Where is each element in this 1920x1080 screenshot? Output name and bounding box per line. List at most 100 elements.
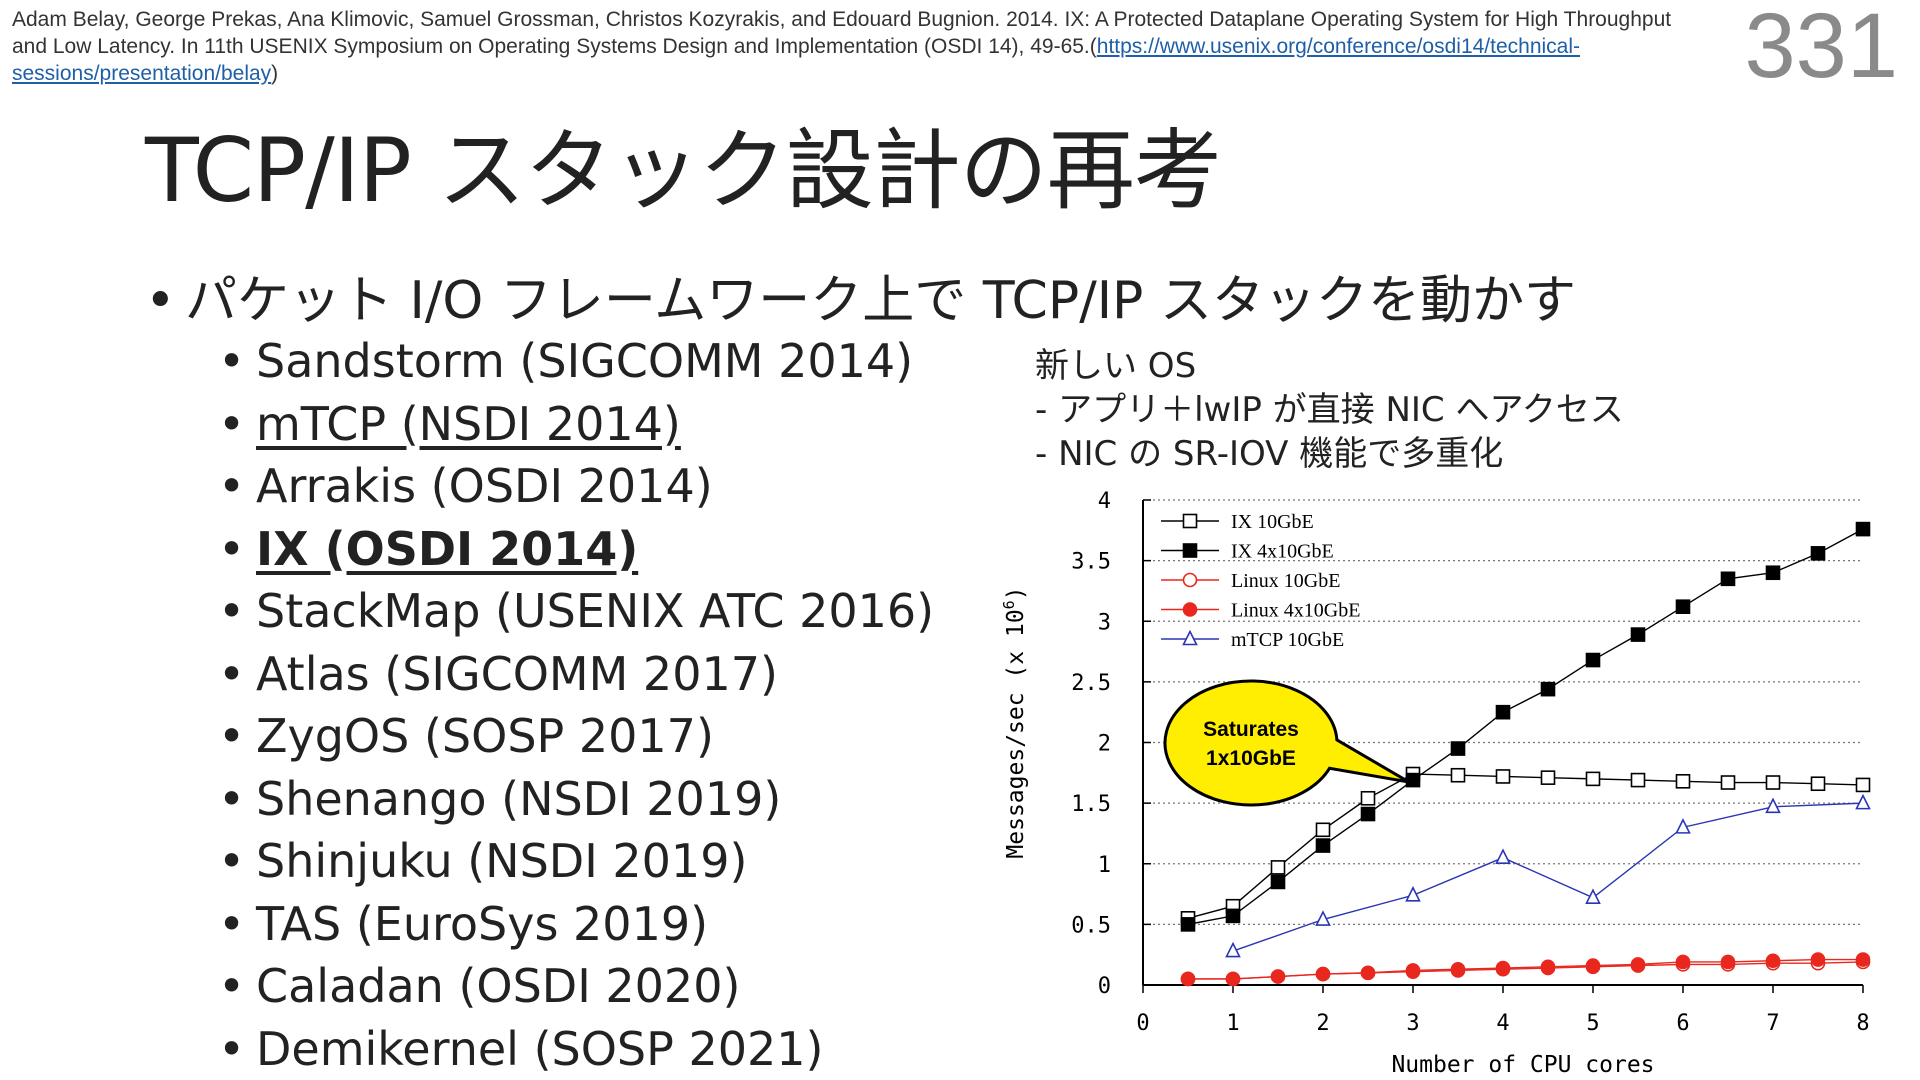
list-item: • Caladan (OSDI 2020) bbox=[218, 955, 934, 1018]
data-point-mtcp-10gbe bbox=[1405, 885, 1421, 902]
data-point-ix-10gbe bbox=[1495, 769, 1511, 784]
data-point-ix-4x10gbe bbox=[1180, 917, 1196, 932]
list-item-label: Arrakis (OSDI 2014) bbox=[256, 459, 713, 513]
reference-link[interactable]: https://www.usenix.org/conference/osdi14… bbox=[12, 35, 1581, 85]
reference-citation: Adam Belay, George Prekas, Ana Klimovic,… bbox=[12, 6, 1692, 87]
list-item: • Sandstorm (SIGCOMM 2014) bbox=[218, 330, 934, 393]
data-point-linux-4x10gbe bbox=[1855, 952, 1871, 967]
bullet-dot: • bbox=[218, 334, 246, 388]
list-item: • Shinjuku (NSDI 2019) bbox=[218, 830, 934, 893]
list-item: • Atlas (SIGCOMM 2017) bbox=[218, 643, 934, 706]
data-point-ix-10gbe bbox=[1450, 767, 1466, 783]
y-tick-label: 0.5 bbox=[1071, 913, 1111, 938]
data-point-ix-4x10gbe bbox=[1810, 546, 1826, 561]
y-tick-label: 3.5 bbox=[1071, 550, 1111, 575]
y-tick-label: 2 bbox=[1098, 732, 1111, 757]
list-item: • StackMap (USENIX ATC 2016) bbox=[218, 580, 934, 643]
data-point-mtcp-10gbe bbox=[1315, 910, 1331, 926]
new-os-note: 新しい OS - アプリ＋lwIP が直接 NIC へアクセス - NIC の … bbox=[1035, 344, 1624, 476]
list-item: • Shenango (NSDI 2019) bbox=[218, 768, 934, 831]
list-item-label: ZygOS (SOSP 2017) bbox=[256, 709, 714, 763]
slide-number: 331 bbox=[1744, 0, 1899, 97]
data-point-ix-4x10gbe bbox=[1540, 681, 1556, 697]
data-point-ix-10gbe bbox=[1855, 777, 1871, 793]
y-tick-label: 0 bbox=[1098, 974, 1111, 999]
list-item-label: Demikernel (SOSP 2021) bbox=[256, 1021, 824, 1076]
series-line-ix-10gbe bbox=[1187, 773, 1864, 919]
data-point-ix-10gbe bbox=[1765, 775, 1781, 790]
list-item-label: Atlas (SIGCOMM 2017) bbox=[256, 646, 778, 701]
y-tick-label: 3 bbox=[1098, 610, 1111, 635]
series-line-linux-4x10gbe bbox=[1188, 958, 1863, 980]
callout-bubble bbox=[1163, 679, 1410, 807]
data-point-linux-4x10gbe bbox=[1495, 960, 1511, 976]
legend-label: Linux 4x10GbE bbox=[1231, 600, 1360, 622]
bullet-dot: • bbox=[145, 271, 176, 331]
data-point-linux-4x10gbe bbox=[1810, 952, 1826, 967]
list-item: • IX (OSDI 2014) bbox=[218, 518, 934, 581]
x-axis-label: Number of CPU cores bbox=[1391, 1052, 1654, 1078]
legend-label: mTCP 10GbE bbox=[1231, 629, 1344, 651]
data-point-ix-4x10gbe bbox=[1225, 908, 1241, 924]
list-item: • Arrakis (OSDI 2014) bbox=[218, 455, 934, 518]
chart-legend: IX 10GbE IX 4x10GbE Linux 10GbE Linux 4x10G… bbox=[1161, 511, 1360, 651]
list-item-label: IX (OSDI 2014) bbox=[256, 521, 639, 576]
x-tick-label: 2 bbox=[1316, 1011, 1329, 1036]
legend-marker bbox=[1182, 572, 1198, 588]
data-point-linux-4x10gbe bbox=[1720, 954, 1736, 970]
bullet-dot: • bbox=[218, 959, 246, 1013]
note-line: 新しい OS bbox=[1035, 346, 1197, 386]
bullet-dot: • bbox=[218, 709, 246, 763]
list-item-label: Sandstorm (SIGCOMM 2014) bbox=[256, 334, 914, 388]
data-point-ix-10gbe bbox=[1720, 775, 1736, 790]
main-bullet: • パケット I/O フレームワーク上で TCP/IP スタックを動かす bbox=[145, 258, 1576, 333]
data-point-ix-4x10gbe bbox=[1270, 874, 1286, 890]
note-line: - NIC の SR-IOV 機能で多重化 bbox=[1035, 434, 1504, 474]
data-point-mtcp-10gbe bbox=[1495, 848, 1511, 864]
bullet-dot: • bbox=[218, 1021, 246, 1076]
legend-entry-linux-4x10gbe: Linux 4x10GbE bbox=[1161, 600, 1360, 622]
data-point-linux-4x10gbe bbox=[1540, 959, 1556, 975]
reference-close: ) bbox=[271, 62, 279, 85]
callout-text-line2: 1x10GbE bbox=[1206, 747, 1296, 770]
y-tick-label: 1 bbox=[1098, 853, 1111, 878]
series-linux-4x10gbe bbox=[1180, 952, 1871, 987]
main-bullet-text: パケット I/O フレームワーク上で TCP/IP スタックを動かす bbox=[185, 271, 1576, 331]
x-tick-label: 0 bbox=[1136, 1011, 1149, 1036]
data-point-ix-10gbe bbox=[1270, 860, 1286, 875]
x-tick-label: 8 bbox=[1856, 1011, 1869, 1036]
legend-marker bbox=[1182, 629, 1198, 646]
legend-entry-ix-4x10gbe: IX 4x10GbE bbox=[1161, 541, 1334, 563]
bullet-dot: • bbox=[218, 834, 246, 888]
bullet-dot: • bbox=[218, 459, 246, 513]
data-point-ix-4x10gbe bbox=[1720, 571, 1736, 587]
data-point-ix-10gbe bbox=[1585, 771, 1601, 787]
list-item-label: mTCP (NSDI 2014) bbox=[256, 396, 681, 451]
y-tick-label: 1.5 bbox=[1071, 792, 1111, 817]
legend-entry-linux-10gbe: Linux 10GbE bbox=[1161, 570, 1340, 592]
bullet-dot: • bbox=[218, 896, 246, 951]
saturation-callout: Saturates 1x10GbE bbox=[1163, 679, 1410, 807]
y-axis-label-close: ) bbox=[1003, 586, 1029, 600]
y-tick-label: 2.5 bbox=[1071, 671, 1111, 696]
legend-label: IX 10GbE bbox=[1231, 511, 1314, 533]
data-point-ix-10gbe bbox=[1315, 822, 1331, 838]
legend-label: Linux 10GbE bbox=[1231, 570, 1340, 592]
x-tick-label: 3 bbox=[1406, 1011, 1419, 1036]
data-point-ix-4x10gbe bbox=[1360, 806, 1376, 822]
data-point-linux-4x10gbe bbox=[1270, 969, 1286, 984]
data-point-linux-4x10gbe bbox=[1180, 971, 1196, 987]
data-point-linux-4x10gbe bbox=[1225, 971, 1241, 987]
data-point-linux-4x10gbe bbox=[1450, 961, 1466, 977]
system-list: • Sandstorm (SIGCOMM 2014) • mTCP (NSDI 20… bbox=[218, 330, 934, 1080]
list-item: • ZygOS (SOSP 2017) bbox=[218, 705, 934, 768]
data-point-linux-4x10gbe bbox=[1765, 953, 1781, 969]
data-point-ix-4x10gbe bbox=[1315, 838, 1331, 853]
data-point-ix-4x10gbe bbox=[1450, 741, 1466, 756]
y-tick-label: 4 bbox=[1098, 489, 1111, 514]
bullet-dot: • bbox=[218, 771, 246, 826]
chart-series bbox=[1180, 521, 1871, 987]
slide-title: TCP/IP スタック設計の再考 bbox=[145, 119, 1222, 222]
x-tick-label: 1 bbox=[1226, 1011, 1239, 1036]
